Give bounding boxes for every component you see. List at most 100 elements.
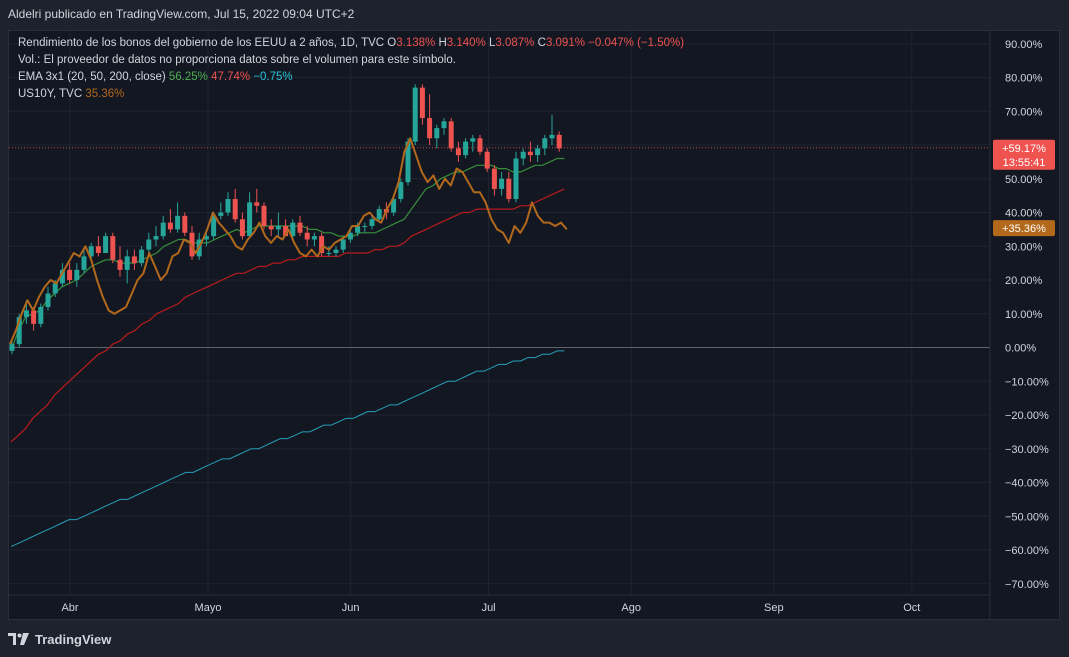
candle-body: [506, 178, 512, 199]
ema20-value: 56.25%: [168, 71, 208, 83]
candle-body: [297, 222, 303, 233]
candle-body: [167, 222, 173, 230]
candle-body: [124, 256, 130, 270]
x-tick-label: Mayo: [195, 602, 222, 614]
candle-body: [23, 310, 29, 318]
y-tick-label: 10.00%: [1005, 309, 1043, 321]
y-tick-label: 30.00%: [1005, 241, 1043, 253]
candle-body: [175, 215, 181, 230]
price-tag-countdown: 13:55:41: [1003, 157, 1046, 169]
legend-ema-row[interactable]: EMA 3x1 (20, 50, 200, close) 56.25% 47.7…: [18, 69, 684, 86]
candle-body: [455, 148, 461, 156]
ema50-value: 47.74%: [211, 71, 251, 83]
candle-body: [254, 202, 260, 206]
change-value: −0.047% (−1.50%): [588, 37, 685, 49]
tradingview-logo[interactable]: TradingView: [8, 629, 111, 649]
candle-body: [347, 232, 353, 240]
candle-body: [103, 236, 109, 253]
price-tag-us10y-value: +35.36%: [1002, 223, 1046, 235]
candles-group: [9, 84, 562, 355]
x-tick-label: Abr: [61, 602, 78, 614]
candle-body: [412, 87, 418, 142]
legend-symbol-row[interactable]: Rendimiento de los bonos del gobierno de…: [18, 35, 684, 52]
candle-body: [81, 256, 87, 270]
candle-body: [139, 249, 145, 264]
candle-body: [419, 87, 425, 118]
candle-body: [290, 222, 296, 237]
tradingview-icon: [8, 633, 29, 645]
candle-body: [189, 232, 195, 257]
ema-label: EMA 3x1 (20, 50, 200, close): [18, 71, 166, 83]
candle-body: [441, 121, 447, 129]
candle-body: [304, 232, 310, 240]
candle-body: [499, 178, 505, 189]
volume-note: Vol.: El proveedor de datos no proporcio…: [18, 54, 456, 66]
y-tick-label: 0.00%: [1005, 343, 1036, 355]
candle-body: [268, 226, 274, 230]
candle-body: [247, 202, 253, 237]
candle-body: [340, 239, 346, 250]
candle-body: [542, 138, 548, 149]
price-tag-main: [993, 139, 1055, 170]
close-label: C: [537, 37, 546, 49]
y-tick-label: −40.00%: [1005, 478, 1049, 490]
x-tick-label: Sep: [764, 602, 784, 614]
candle-body: [333, 249, 339, 253]
x-tick-label: Ago: [621, 602, 641, 614]
candle-body: [369, 219, 375, 226]
y-tick-label: −30.00%: [1005, 444, 1049, 456]
candle-body: [484, 151, 490, 169]
candle-body: [110, 236, 116, 260]
chart-frame: [8, 30, 1060, 620]
candle-body: [283, 226, 289, 237]
y-tick-label: 80.00%: [1005, 73, 1043, 85]
high-label: H: [438, 37, 447, 49]
candle-body: [362, 226, 368, 227]
candle-body: [59, 269, 65, 284]
tradingview-wordmark: TradingView: [35, 631, 112, 647]
candle-body: [491, 168, 497, 189]
candle-body: [31, 310, 37, 324]
candle-body: [463, 141, 469, 156]
open-value: 3.138%: [396, 37, 436, 49]
publisher-bar: Aldelri publicado en TradingView.com, Ju…: [0, 0, 1069, 30]
candle-body: [225, 199, 231, 213]
candle-body: [319, 236, 325, 253]
y-tick-label: −20.00%: [1005, 410, 1049, 422]
candle-body: [9, 344, 15, 351]
candle-body: [182, 215, 188, 233]
y-tick-label: 70.00%: [1005, 106, 1043, 118]
ema50-line: [10, 188, 565, 443]
candle-body: [67, 269, 73, 280]
candle-body: [556, 134, 562, 149]
candle-body: [117, 259, 123, 270]
candle-body: [527, 151, 533, 156]
candle-body: [275, 226, 281, 230]
x-tick-label: Jun: [342, 602, 360, 614]
y-tick-label: 20.00%: [1005, 275, 1043, 287]
high-value: 3.140%: [446, 37, 486, 49]
candle-body: [239, 219, 245, 237]
ema200-value: −0.75%: [253, 71, 293, 83]
candle-body: [218, 212, 224, 216]
low-label: L: [489, 37, 496, 49]
us10y-line: [9, 137, 568, 345]
candle-body: [95, 246, 101, 253]
legend-us10y-row[interactable]: US10Y, TVC 35.36%: [18, 86, 684, 103]
candle-body: [45, 293, 51, 307]
candle-body: [16, 317, 22, 345]
candle-body: [38, 307, 44, 324]
candle-body: [520, 151, 526, 159]
close-value: 3.091%: [545, 37, 585, 49]
y-tick-label: −10.00%: [1005, 376, 1049, 388]
candle-body: [203, 236, 209, 240]
candle-body: [160, 222, 166, 237]
candle-body: [398, 182, 404, 199]
candle-body: [477, 138, 483, 152]
y-tick-label: 90.00%: [1005, 39, 1043, 51]
ema20-line: [10, 157, 565, 352]
y-tick-label: −70.00%: [1005, 579, 1049, 591]
open-label: O: [387, 37, 397, 49]
candle-body: [391, 199, 397, 213]
